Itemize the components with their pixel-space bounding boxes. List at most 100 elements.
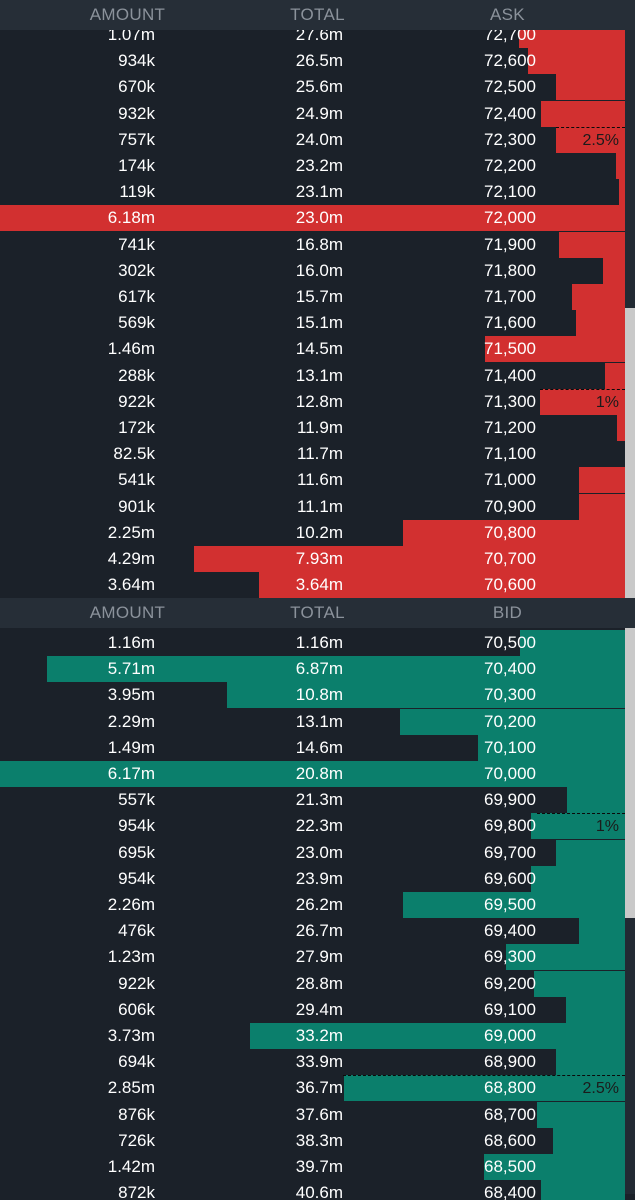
bid-scrollbar[interactable] — [625, 628, 635, 1194]
ask-amount-cell: 901k — [118, 496, 155, 516]
ask-scrollbar-thumb[interactable] — [625, 308, 635, 598]
bid-depth-bar — [567, 787, 625, 814]
ask-order-row[interactable]: 569k 15.1m 71,600 — [0, 310, 625, 337]
bid-scrollbar-thumb[interactable] — [625, 628, 635, 918]
ask-order-row[interactable]: 6.18m 23.0m 72,000 — [0, 205, 625, 232]
ask-depth-bar — [619, 179, 625, 206]
ask-order-row[interactable]: 901k 11.1m 70,900 — [0, 493, 625, 520]
bid-depth-marker-line — [537, 813, 625, 815]
ask-order-row[interactable]: 757k 24.0m 72,300 — [0, 126, 625, 153]
bid-depth-bar — [537, 1101, 625, 1128]
ask-price-cell: 72,500 — [484, 77, 536, 97]
ask-order-row[interactable]: 3.64m 3.64m 70,600 — [0, 572, 625, 598]
ask-total-cell: 10.2m — [295, 522, 343, 542]
bid-order-row[interactable]: 1.23m 27.9m 69,300 — [0, 944, 625, 971]
bid-order-row[interactable]: 5.71m 6.87m 70,400 — [0, 656, 625, 683]
bid-order-row[interactable]: 2.85m 36.7m 68,800 — [0, 1075, 625, 1102]
bid-order-row[interactable]: 606k 29.4m 69,100 — [0, 996, 625, 1023]
ask-order-row[interactable]: 932k 24.9m 72,400 — [0, 100, 625, 127]
bid-order-row[interactable]: 1.49m 14.6m 70,100 — [0, 734, 625, 761]
ask-order-row[interactable]: 541k 11.6m 71,000 — [0, 467, 625, 494]
bid-depth-marker-label: 2.5% — [582, 1080, 619, 1098]
ask-depth-bar — [194, 546, 625, 572]
bid-depth-marker-line — [343, 1075, 625, 1077]
bid-order-row[interactable]: 2.26m 26.2m 69,500 — [0, 892, 625, 918]
ask-amount-cell: 934k — [118, 51, 155, 71]
ask-order-row[interactable]: 172k 11.9m 71,200 — [0, 415, 625, 441]
ask-depth-marker-label: 1% — [595, 393, 619, 411]
bid-order-row[interactable]: 876k 37.6m 68,700 — [0, 1101, 625, 1128]
ask-total-cell: 16.8m — [295, 234, 343, 254]
bid-total-cell: 27.9m — [295, 947, 343, 967]
bid-price-cell: 70,400 — [484, 659, 536, 679]
bid-order-book: AMOUNT TOTAL BID 1.16m 1.16m 70,500 5.71m 6.… — [0, 598, 635, 1200]
ask-total-cell: 16.0m — [295, 260, 343, 280]
bid-price-cell: 68,500 — [484, 1157, 536, 1176]
bid-order-row[interactable]: 1.42m 39.7m 68,500 — [0, 1154, 625, 1180]
bid-price-cell: 68,900 — [484, 1052, 536, 1072]
bid-order-row[interactable]: 954k 22.3m 69,800 — [0, 813, 625, 840]
ask-order-row[interactable]: 174k 23.2m 72,200 — [0, 153, 625, 179]
bid-order-row[interactable]: 695k 23.0m 69,700 — [0, 839, 625, 866]
ask-amount-cell: 569k — [118, 313, 155, 333]
ask-order-row[interactable]: 302k 16.0m 71,800 — [0, 257, 625, 284]
bid-amount-cell: 3.73m — [107, 1026, 155, 1045]
bid-amount-cell: 476k — [118, 921, 155, 941]
ask-amount-cell: 119k — [119, 182, 155, 202]
ask-order-row[interactable]: 82.5k 11.7m 71,100 — [0, 441, 625, 467]
amount-column-header[interactable]: AMOUNT — [89, 5, 166, 24]
bid-order-row[interactable]: 954k 23.9m 69,600 — [0, 865, 625, 892]
ask-depth-bar — [0, 205, 625, 232]
ask-order-row[interactable]: 741k 16.8m 71,900 — [0, 231, 625, 258]
bid-order-row[interactable]: 6.17m 20.8m 70,000 — [0, 761, 625, 787]
total-column-header[interactable]: TOTAL — [290, 603, 345, 622]
bid-price-cell: 68,800 — [484, 1078, 536, 1098]
bid-order-row[interactable]: 557k 21.3m 69,900 — [0, 787, 625, 814]
bid-amount-cell: 922k — [118, 973, 155, 993]
bid-order-row[interactable]: 726k 38.3m 68,600 — [0, 1127, 625, 1154]
bid-order-row[interactable]: 872k 40.6m 68,400 — [0, 1180, 625, 1200]
ask-depth-bar — [576, 310, 625, 337]
bid-depth-bar — [47, 656, 625, 683]
ask-order-row[interactable]: 617k 15.7m 71,700 — [0, 284, 625, 310]
bid-total-cell: 28.8m — [295, 973, 343, 993]
ask-depth-marker-label: 2.5% — [582, 131, 619, 149]
bid-depth-bar — [506, 944, 625, 971]
bid-order-row[interactable]: 694k 33.9m 68,900 — [0, 1049, 625, 1076]
ask-total-cell: 12.8m — [295, 391, 343, 411]
ask-order-row[interactable]: 670k 25.6m 72,500 — [0, 74, 625, 101]
ask-price-column-header[interactable]: ASK — [490, 5, 525, 24]
ask-price-cell: 71,600 — [484, 313, 536, 333]
bid-price-column-header[interactable]: BID — [492, 603, 523, 622]
ask-scrollbar[interactable] — [625, 30, 635, 598]
bid-order-row[interactable]: 3.73m 33.2m 69,000 — [0, 1023, 625, 1049]
bid-order-row[interactable]: 3.95m 10.8m 70,300 — [0, 682, 625, 709]
bid-order-row[interactable]: 1.16m 1.16m 70,500 — [0, 630, 625, 656]
ask-order-row[interactable]: 1.46m 14.5m 71,500 — [0, 336, 625, 363]
ask-order-row[interactable]: 934k 26.5m 72,600 — [0, 48, 625, 75]
ask-price-cell: 72,100 — [484, 182, 536, 202]
bid-total-cell: 20.8m — [295, 764, 343, 783]
amount-column-header[interactable]: AMOUNT — [89, 603, 166, 622]
ask-price-cell: 71,000 — [484, 470, 536, 490]
ask-total-cell: 24.0m — [295, 129, 343, 149]
bid-price-cell: 68,400 — [484, 1183, 536, 1200]
bid-amount-cell: 954k — [118, 868, 155, 888]
bid-order-row[interactable]: 2.29m 13.1m 70,200 — [0, 708, 625, 735]
ask-depth-bar — [485, 336, 625, 363]
ask-total-cell: 7.93m — [295, 549, 343, 568]
bid-total-cell: 13.1m — [295, 711, 343, 731]
total-column-header[interactable]: TOTAL — [290, 5, 345, 24]
ask-order-row[interactable]: 922k 12.8m 71,300 — [0, 388, 625, 415]
bid-order-row[interactable]: 922k 28.8m 69,200 — [0, 970, 625, 997]
bid-price-cell: 69,900 — [484, 790, 536, 810]
ask-total-cell: 24.9m — [295, 103, 343, 123]
ask-order-row[interactable]: 119k 23.1m 72,100 — [0, 179, 625, 206]
ask-depth-bar — [617, 415, 625, 441]
ask-order-row[interactable]: 288k 13.1m 71,400 — [0, 362, 625, 389]
bid-order-row[interactable]: 476k 26.7m 69,400 — [0, 918, 625, 945]
ask-order-row[interactable]: 4.29m 7.93m 70,700 — [0, 546, 625, 572]
ask-order-row[interactable]: 2.25m 10.2m 70,800 — [0, 519, 625, 546]
ask-depth-bar — [259, 572, 625, 598]
bid-amount-cell: 1.42m — [107, 1157, 155, 1176]
